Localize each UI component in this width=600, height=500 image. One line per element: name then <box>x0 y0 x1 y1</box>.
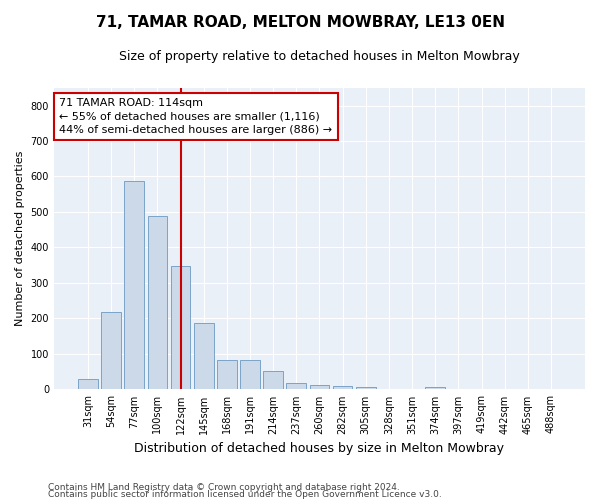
Y-axis label: Number of detached properties: Number of detached properties <box>15 151 25 326</box>
Bar <box>333 386 352 390</box>
Bar <box>148 216 167 390</box>
Text: 71, TAMAR ROAD, MELTON MOWBRAY, LE13 0EN: 71, TAMAR ROAD, MELTON MOWBRAY, LE13 0EN <box>95 15 505 30</box>
Bar <box>124 181 144 390</box>
Text: Contains HM Land Registry data © Crown copyright and database right 2024.: Contains HM Land Registry data © Crown c… <box>48 484 400 492</box>
Bar <box>217 360 236 390</box>
Bar <box>425 387 445 390</box>
Bar <box>170 266 190 390</box>
X-axis label: Distribution of detached houses by size in Melton Mowbray: Distribution of detached houses by size … <box>134 442 505 455</box>
Text: Contains public sector information licensed under the Open Government Licence v3: Contains public sector information licen… <box>48 490 442 499</box>
Bar <box>310 385 329 390</box>
Bar <box>240 360 260 390</box>
Bar <box>78 379 98 390</box>
Text: 71 TAMAR ROAD: 114sqm
← 55% of detached houses are smaller (1,116)
44% of semi-d: 71 TAMAR ROAD: 114sqm ← 55% of detached … <box>59 98 332 134</box>
Bar <box>194 322 214 390</box>
Bar <box>263 371 283 390</box>
Bar <box>356 387 376 390</box>
Bar <box>101 312 121 390</box>
Bar <box>286 384 306 390</box>
Title: Size of property relative to detached houses in Melton Mowbray: Size of property relative to detached ho… <box>119 50 520 63</box>
